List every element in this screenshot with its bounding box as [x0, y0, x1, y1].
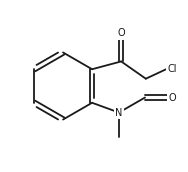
Text: O: O: [117, 28, 125, 38]
Text: O: O: [168, 93, 176, 103]
Text: Cl: Cl: [167, 63, 177, 73]
Text: N: N: [115, 108, 123, 117]
